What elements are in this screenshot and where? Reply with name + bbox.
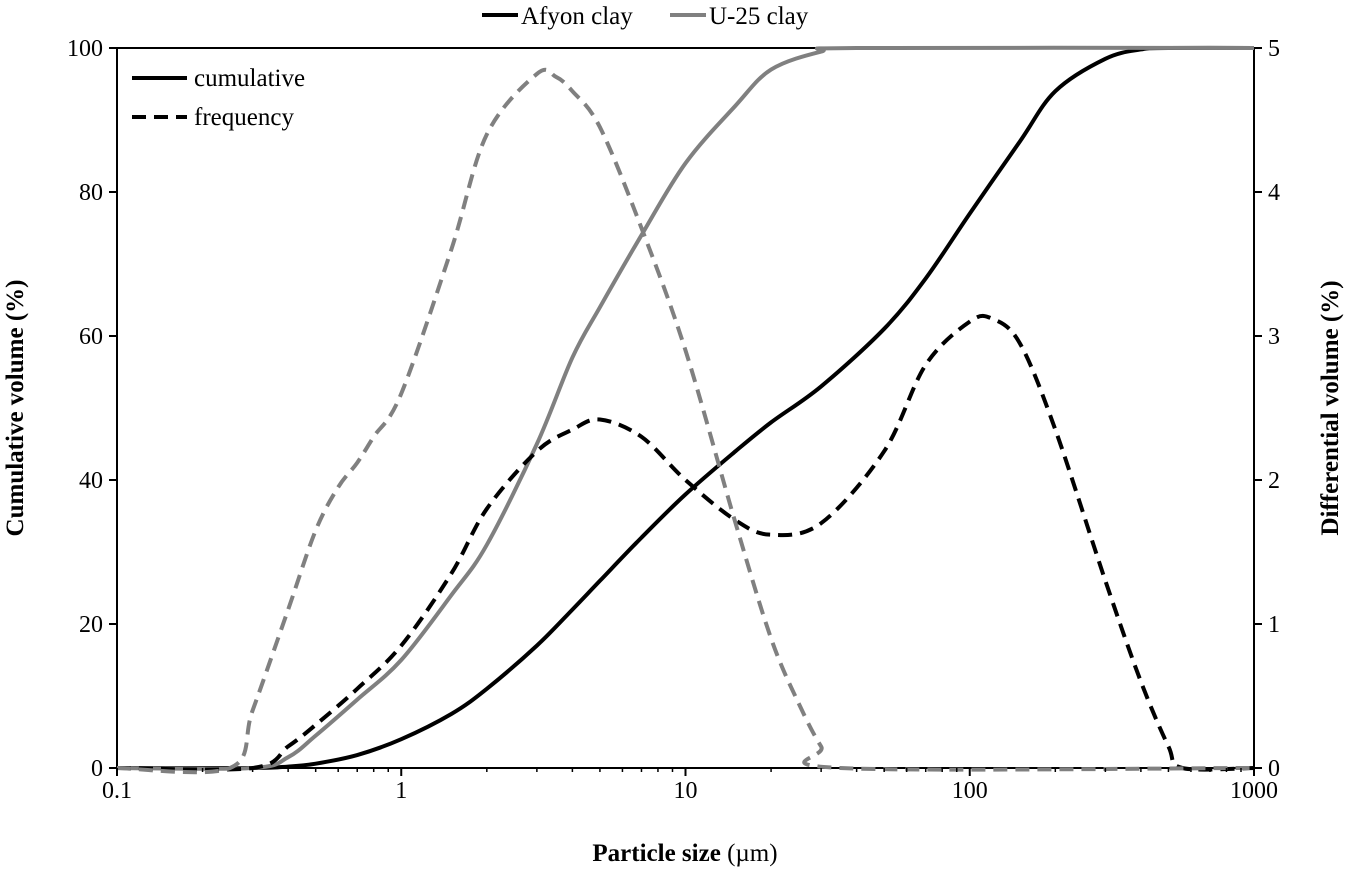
y-left-tick-label: 60 bbox=[79, 324, 103, 350]
y-right-tick-label: 3 bbox=[1268, 324, 1280, 350]
plot-area-frame bbox=[116, 47, 1255, 769]
x-axis-title-text: Particle size bbox=[592, 840, 720, 867]
x-axis-title: Particle size (µm) bbox=[592, 840, 777, 867]
y-left-tick-label: 20 bbox=[79, 612, 103, 638]
x-tick-label: 100 bbox=[952, 778, 988, 804]
legend-label-afyon: Afyon clay bbox=[521, 3, 633, 30]
y-left-tick-label: 80 bbox=[79, 180, 103, 206]
x-tick-label: 0.1 bbox=[102, 778, 132, 804]
legend-top: Afyon clay U-25 clay bbox=[482, 3, 809, 30]
y-axis-title-right: Differential volume (%) bbox=[1317, 280, 1344, 535]
y-right-tick-label: 4 bbox=[1268, 180, 1280, 206]
y-left-tick-label: 0 bbox=[91, 756, 103, 782]
legend-style: cumulative frequency bbox=[132, 65, 305, 131]
y-right-tick-label: 1 bbox=[1268, 612, 1280, 638]
series-layer bbox=[116, 45, 1255, 775]
x-tick-label: 10 bbox=[674, 778, 698, 804]
y-right-tick-label: 0 bbox=[1268, 756, 1280, 782]
x-tick-label: 1 bbox=[395, 778, 407, 804]
x-tick-label: 1000 bbox=[1230, 778, 1278, 804]
legend-label-cumulative: cumulative bbox=[194, 65, 305, 92]
legend-label-u25: U-25 clay bbox=[709, 3, 809, 30]
y-left-tick-label: 40 bbox=[79, 468, 103, 494]
y-right-tick-label: 5 bbox=[1268, 36, 1280, 62]
series-line-u-25-clay-frequency bbox=[116, 67, 1255, 775]
series-line-afyon-clay-frequency bbox=[116, 313, 1255, 772]
legend-label-frequency: frequency bbox=[194, 104, 294, 131]
y-right-tick-label: 2 bbox=[1268, 468, 1280, 494]
y-left-tick-label: 100 bbox=[67, 36, 103, 62]
x-axis-title-unit: (µm) bbox=[727, 840, 778, 867]
series-line-u-25-clay-cumulative bbox=[116, 45, 1255, 771]
y-axis-title-left: Cumulative volume (%) bbox=[2, 280, 29, 537]
series-line-afyon-clay-cumulative bbox=[116, 45, 1255, 771]
